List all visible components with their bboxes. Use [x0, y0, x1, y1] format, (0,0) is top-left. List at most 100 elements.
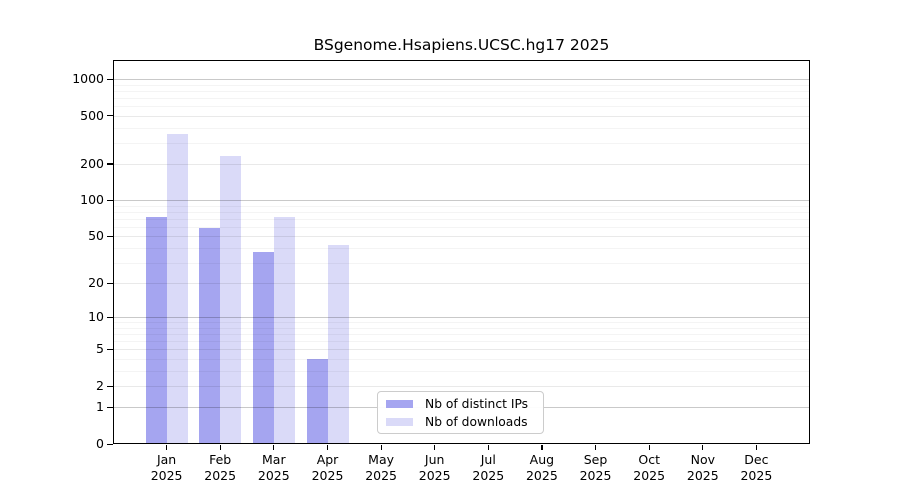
minor-gridline: [113, 334, 810, 336]
gridline-100: [113, 200, 810, 202]
x-tick-label-nov: Nov 2025: [668, 452, 738, 483]
y-tick-label-10: 10: [88, 309, 104, 325]
x-tick-year: 2025: [579, 467, 612, 483]
gridline-20: [113, 283, 810, 285]
minor-gridline: [113, 328, 810, 329]
x-tick-label-feb: Feb 2025: [185, 452, 255, 483]
y-tick-mark-500: [107, 115, 113, 117]
y-tick-label-50: 50: [88, 228, 104, 244]
gridline-2: [113, 386, 810, 387]
minor-gridline: [113, 205, 810, 207]
x-tick-year: 2025: [472, 467, 505, 483]
y-tick-mark-0: [107, 443, 113, 445]
bar-downloads-apr: [327, 245, 349, 444]
y-tick-label-100: 100: [80, 192, 104, 208]
x-tick-year: 2025: [686, 467, 719, 483]
x-tick-month: Nov: [690, 452, 715, 467]
x-tick-mark-dec: [755, 445, 758, 450]
x-tick-label-sep: Sep 2025: [561, 452, 631, 483]
gridline-5: [113, 349, 810, 351]
minor-gridline: [113, 322, 810, 324]
x-tick-month: Sep: [583, 452, 608, 467]
x-tick-month: Apr: [316, 452, 339, 467]
minor-gridline: [113, 262, 810, 264]
plot-area: Nb of distinct IPs Nb of downloads: [113, 60, 810, 444]
y-tick-mark-200: [107, 163, 113, 165]
x-tick-year: 2025: [311, 467, 344, 483]
x-tick-month: Aug: [529, 452, 555, 467]
x-tick-mark-jul: [487, 445, 489, 450]
minor-gridline: [113, 127, 810, 129]
x-tick-mark-feb: [219, 445, 221, 450]
y-tick-label-1: 1: [96, 399, 104, 415]
gridline-50: [113, 236, 810, 238]
bar-downloads-jan: [166, 133, 188, 444]
x-tick-label-dec: Dec 2025: [721, 452, 791, 483]
x-tick-month: May: [368, 452, 395, 467]
bar-distinct-ips-apr: [306, 359, 328, 444]
y-tick-label-20: 20: [88, 275, 104, 291]
bar-downloads-feb: [220, 155, 242, 444]
x-tick-label-oct: Oct 2025: [614, 452, 684, 483]
legend-item-downloads: Nb of downloads: [386, 415, 535, 429]
x-tick-label-mar: Mar 2025: [239, 452, 309, 483]
x-tick-month: Jul: [480, 452, 496, 467]
bar-distinct-ips-feb: [199, 227, 221, 444]
y-tick-mark-5: [107, 348, 113, 351]
x-tick-mark-jun: [434, 445, 436, 450]
y-tick-label-500: 500: [80, 107, 104, 123]
x-tick-year: 2025: [633, 467, 666, 483]
legend-swatch-downloads: [386, 417, 413, 426]
y-tick-label-200: 200: [80, 155, 104, 171]
gridline-1000: [113, 79, 810, 81]
minor-gridline: [113, 226, 810, 228]
minor-gridline: [113, 341, 810, 343]
minor-gridline: [113, 247, 810, 249]
x-tick-label-jan: Jan 2025: [132, 452, 202, 483]
y-tick-mark-50: [107, 235, 113, 238]
minor-gridline: [113, 106, 810, 108]
bar-distinct-ips-mar: [252, 251, 274, 444]
minor-gridline: [113, 142, 810, 144]
legend: Nb of distinct IPs Nb of downloads: [377, 391, 544, 434]
legend-swatch-distinct-ips: [386, 399, 413, 408]
y-tick-label-0: 0: [96, 436, 104, 451]
y-tick-mark-2: [107, 385, 113, 387]
chart-title: BSgenome.Hsapiens.UCSC.hg17 2025: [313, 36, 610, 54]
x-tick-mark-oct: [648, 445, 650, 450]
x-tick-mark-apr: [327, 445, 329, 450]
y-tick-mark-1000: [107, 78, 113, 80]
gridline-200: [113, 163, 810, 165]
x-tick-month: Mar: [262, 452, 286, 467]
y-tick-label-5: 5: [96, 341, 104, 357]
x-tick-year: 2025: [525, 467, 558, 483]
minor-gridline: [113, 359, 810, 360]
gridline-10: [113, 317, 810, 319]
minor-gridline: [113, 211, 810, 213]
y-tick-mark-100: [107, 199, 113, 201]
x-tick-month: Jan: [156, 452, 177, 467]
x-tick-month: Oct: [638, 452, 660, 467]
x-tick-year: 2025: [204, 467, 237, 483]
x-tick-year: 2025: [740, 467, 773, 483]
x-tick-label-jun: Jun 2025: [400, 452, 470, 483]
y-tick-label-2: 2: [96, 378, 104, 393]
legend-item-distinct-ips: Nb of distinct IPs: [386, 397, 535, 411]
x-tick-label-aug: Aug 2025: [507, 452, 577, 483]
x-tick-month: Feb: [209, 452, 232, 467]
y-tick-mark-1: [107, 406, 113, 409]
x-tick-mark-sep: [595, 445, 597, 450]
legend-label-distinct-ips: Nb of distinct IPs: [425, 396, 529, 411]
x-tick-label-may: May 2025: [346, 452, 416, 483]
x-tick-mark-aug: [541, 445, 543, 450]
x-tick-label-jul: Jul 2025: [453, 452, 523, 483]
x-tick-mark-may: [380, 445, 382, 450]
minor-gridline: [113, 370, 810, 372]
y-tick-mark-10: [107, 316, 113, 319]
bar-downloads-mar: [273, 216, 295, 444]
minor-gridline: [113, 218, 810, 220]
x-tick-year: 2025: [257, 467, 290, 483]
bar-distinct-ips-jan: [145, 217, 167, 444]
x-tick-mark-mar: [273, 445, 275, 450]
